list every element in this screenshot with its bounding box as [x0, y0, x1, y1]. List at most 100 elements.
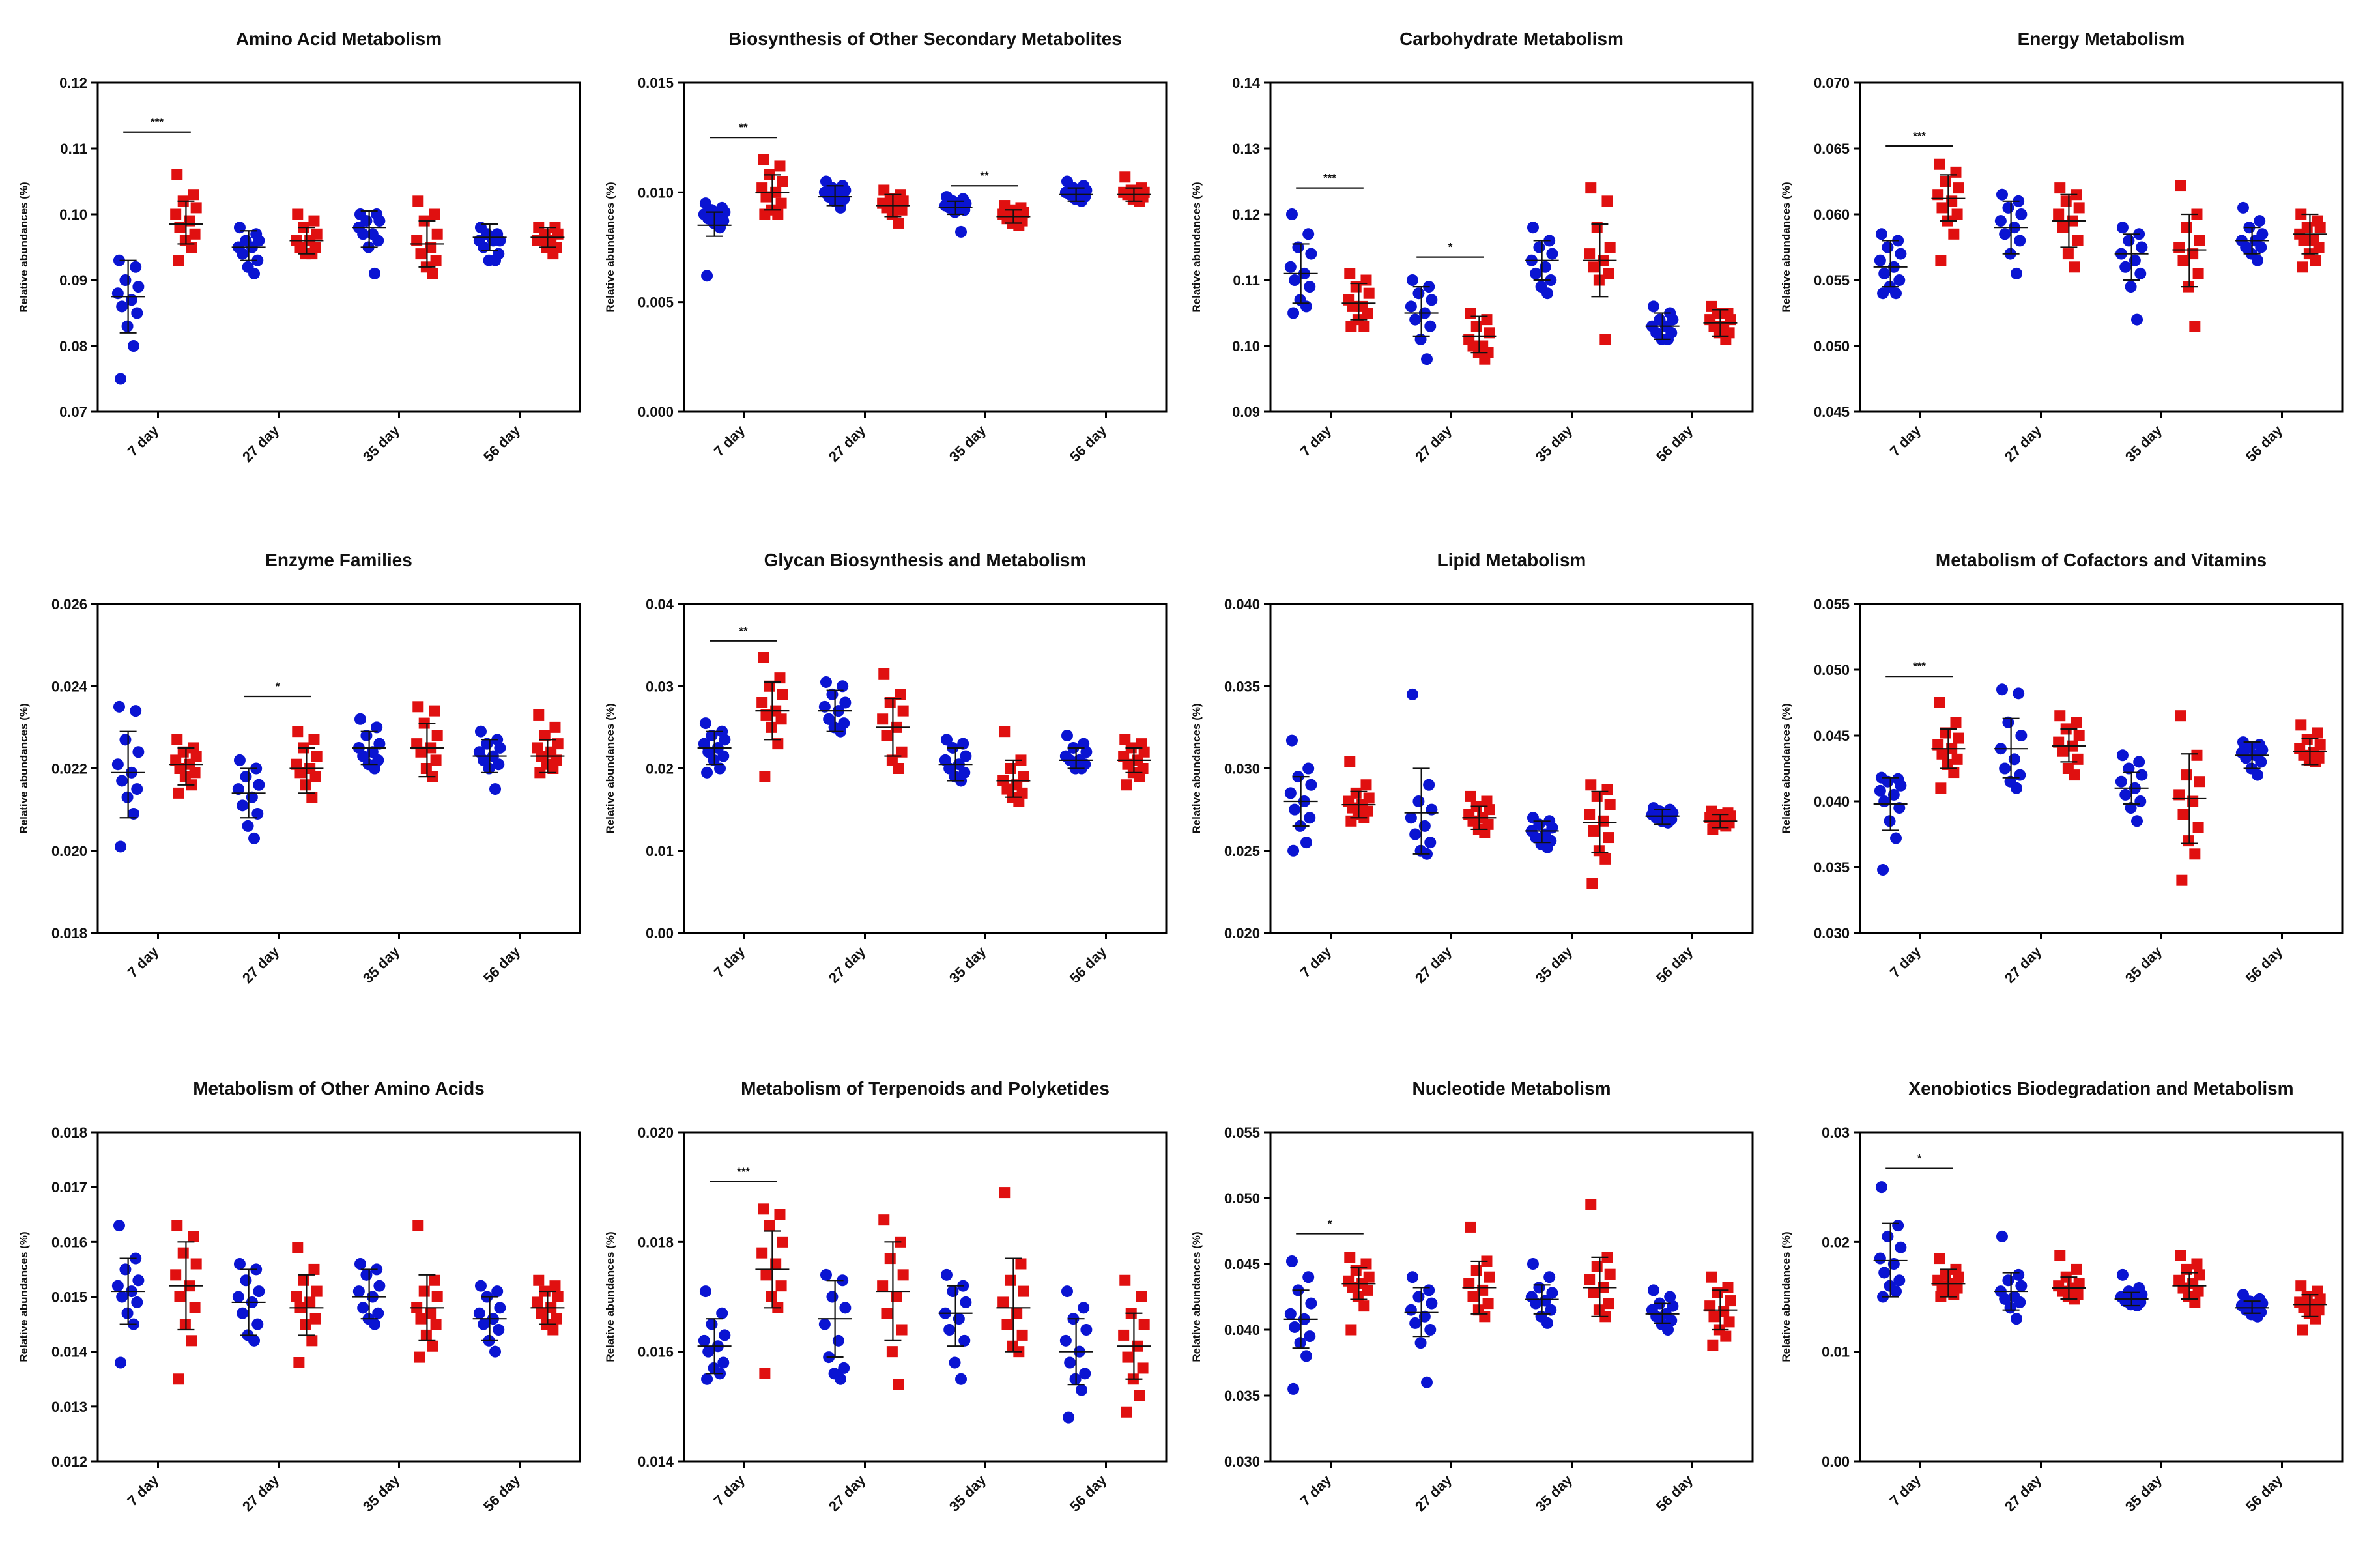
data-point-blue — [251, 807, 264, 820]
data-point-blue — [357, 750, 369, 762]
data-point-red — [1585, 182, 1597, 194]
x-tick-label: 35 day — [2122, 1471, 2166, 1515]
data-point-blue — [1527, 222, 1539, 234]
data-point-blue — [1546, 1287, 1558, 1299]
data-point-blue — [835, 1373, 847, 1385]
data-point-blue — [493, 758, 505, 771]
data-point-red — [306, 1335, 318, 1347]
data-point-red — [2053, 736, 2065, 748]
data-point-red — [1604, 242, 1616, 253]
chart-title: Amino Acid Metabolism — [236, 29, 442, 49]
data-point-blue — [716, 1307, 728, 1319]
data-point-red — [430, 754, 442, 766]
x-tick-label: 56 day — [1067, 943, 1110, 986]
data-point-blue — [714, 222, 726, 234]
x-tick-label: 27 day — [2001, 943, 2045, 986]
chart-title: Glycan Biosynthesis and Metabolism — [764, 550, 1087, 570]
data-point-red — [893, 763, 904, 774]
data-point-blue — [2011, 782, 2023, 794]
x-tick-label: 35 day — [946, 1471, 990, 1515]
chart-panel: Biosynthesis of Other Secondary Metaboli… — [604, 29, 1168, 465]
significance-label: *** — [737, 1166, 750, 1178]
plot-frame — [1269, 1131, 1754, 1463]
y-tick-label: 0.020 — [51, 843, 87, 859]
data-point-red — [878, 184, 890, 196]
data-point-red — [2295, 1280, 2307, 1292]
data-point-blue — [1063, 1411, 1075, 1424]
data-point-red — [777, 1236, 788, 1248]
y-axis-label: Relative abundances (%) — [1780, 182, 1792, 312]
data-point-blue — [2125, 802, 2137, 814]
data-point-red — [1137, 1362, 1149, 1374]
data-point-red — [896, 746, 908, 758]
data-point-blue — [1996, 188, 2008, 201]
data-point-blue — [1304, 281, 1316, 293]
data-point-blue — [1895, 779, 1907, 792]
data-point-red — [414, 1351, 425, 1363]
data-point-red — [533, 1274, 545, 1286]
y-tick-label: 0.020 — [638, 1124, 674, 1141]
y-axis-label: Relative abundances (%) — [604, 703, 616, 833]
plot-frame — [1269, 603, 1754, 934]
data-point-blue — [1999, 1293, 2011, 1305]
chart-title: Metabolism of Other Amino Acids — [193, 1078, 485, 1098]
data-point-red — [308, 1263, 320, 1275]
data-point-red — [999, 1187, 1011, 1199]
y-axis-label: Relative abundances (%) — [18, 1231, 30, 1362]
data-point-red — [2194, 235, 2205, 246]
data-point-blue — [111, 758, 124, 771]
data-point-blue — [2255, 756, 2267, 768]
data-point-red — [2057, 222, 2069, 233]
chart-title: Xenobiotics Biodegradation and Metabolis… — [1908, 1078, 2293, 1098]
data-point-blue — [478, 241, 490, 253]
chart-title: Enzyme Families — [265, 550, 412, 570]
y-tick-label: 0.040 — [1224, 1322, 1260, 1338]
y-tick-label: 0.11 — [1233, 272, 1260, 289]
data-point-red — [893, 1379, 904, 1390]
data-point-red — [1344, 268, 1356, 279]
data-point-blue — [489, 783, 502, 795]
data-point-red — [2177, 809, 2189, 820]
data-point-blue — [1895, 1241, 1907, 1253]
data-point-red — [188, 1231, 199, 1242]
data-point-blue — [1409, 1317, 1422, 1329]
data-point-blue — [1289, 1321, 1301, 1333]
data-point-blue — [1878, 1267, 1891, 1279]
data-point-red — [308, 215, 320, 227]
chart-panel: Metabolism of Other Amino Acids Relative … — [18, 1078, 581, 1515]
data-point-blue — [1423, 1284, 1435, 1296]
data-point-blue — [494, 1302, 506, 1314]
y-tick-label: 0.050 — [1814, 338, 1850, 354]
data-point-blue — [233, 754, 246, 766]
data-point-red — [171, 169, 183, 180]
data-point-red — [1134, 1390, 1145, 1401]
data-point-blue — [1424, 1324, 1437, 1336]
data-point-red — [2297, 1324, 2308, 1336]
significance-label: ** — [980, 169, 989, 182]
data-point-blue — [128, 807, 140, 820]
y-tick-label: 0.030 — [1224, 761, 1260, 777]
data-point-blue — [1412, 287, 1425, 300]
data-point-red — [2073, 730, 2085, 741]
data-point-red — [1345, 321, 1357, 332]
data-point-red — [186, 1335, 197, 1347]
y-tick-label: 0.00 — [1822, 1454, 1850, 1470]
data-point-red — [547, 763, 559, 774]
data-point-blue — [2014, 235, 2026, 247]
data-point-red — [1013, 220, 1025, 231]
data-point-blue — [835, 201, 847, 214]
data-point-blue — [369, 1318, 381, 1330]
x-tick-label: 7 day — [711, 943, 749, 981]
data-point-blue — [1546, 248, 1558, 260]
data-point-blue — [1284, 787, 1297, 799]
data-point-blue — [494, 741, 506, 754]
data-point-blue — [1406, 1271, 1418, 1283]
x-tick-label: 35 day — [360, 943, 403, 986]
data-point-red — [2054, 1250, 2066, 1261]
data-point-red — [1934, 697, 1945, 708]
data-point-blue — [1426, 1297, 1438, 1310]
y-tick-label: 0.050 — [1224, 1190, 1260, 1207]
data-point-red — [877, 713, 889, 725]
data-point-blue — [943, 1324, 956, 1336]
